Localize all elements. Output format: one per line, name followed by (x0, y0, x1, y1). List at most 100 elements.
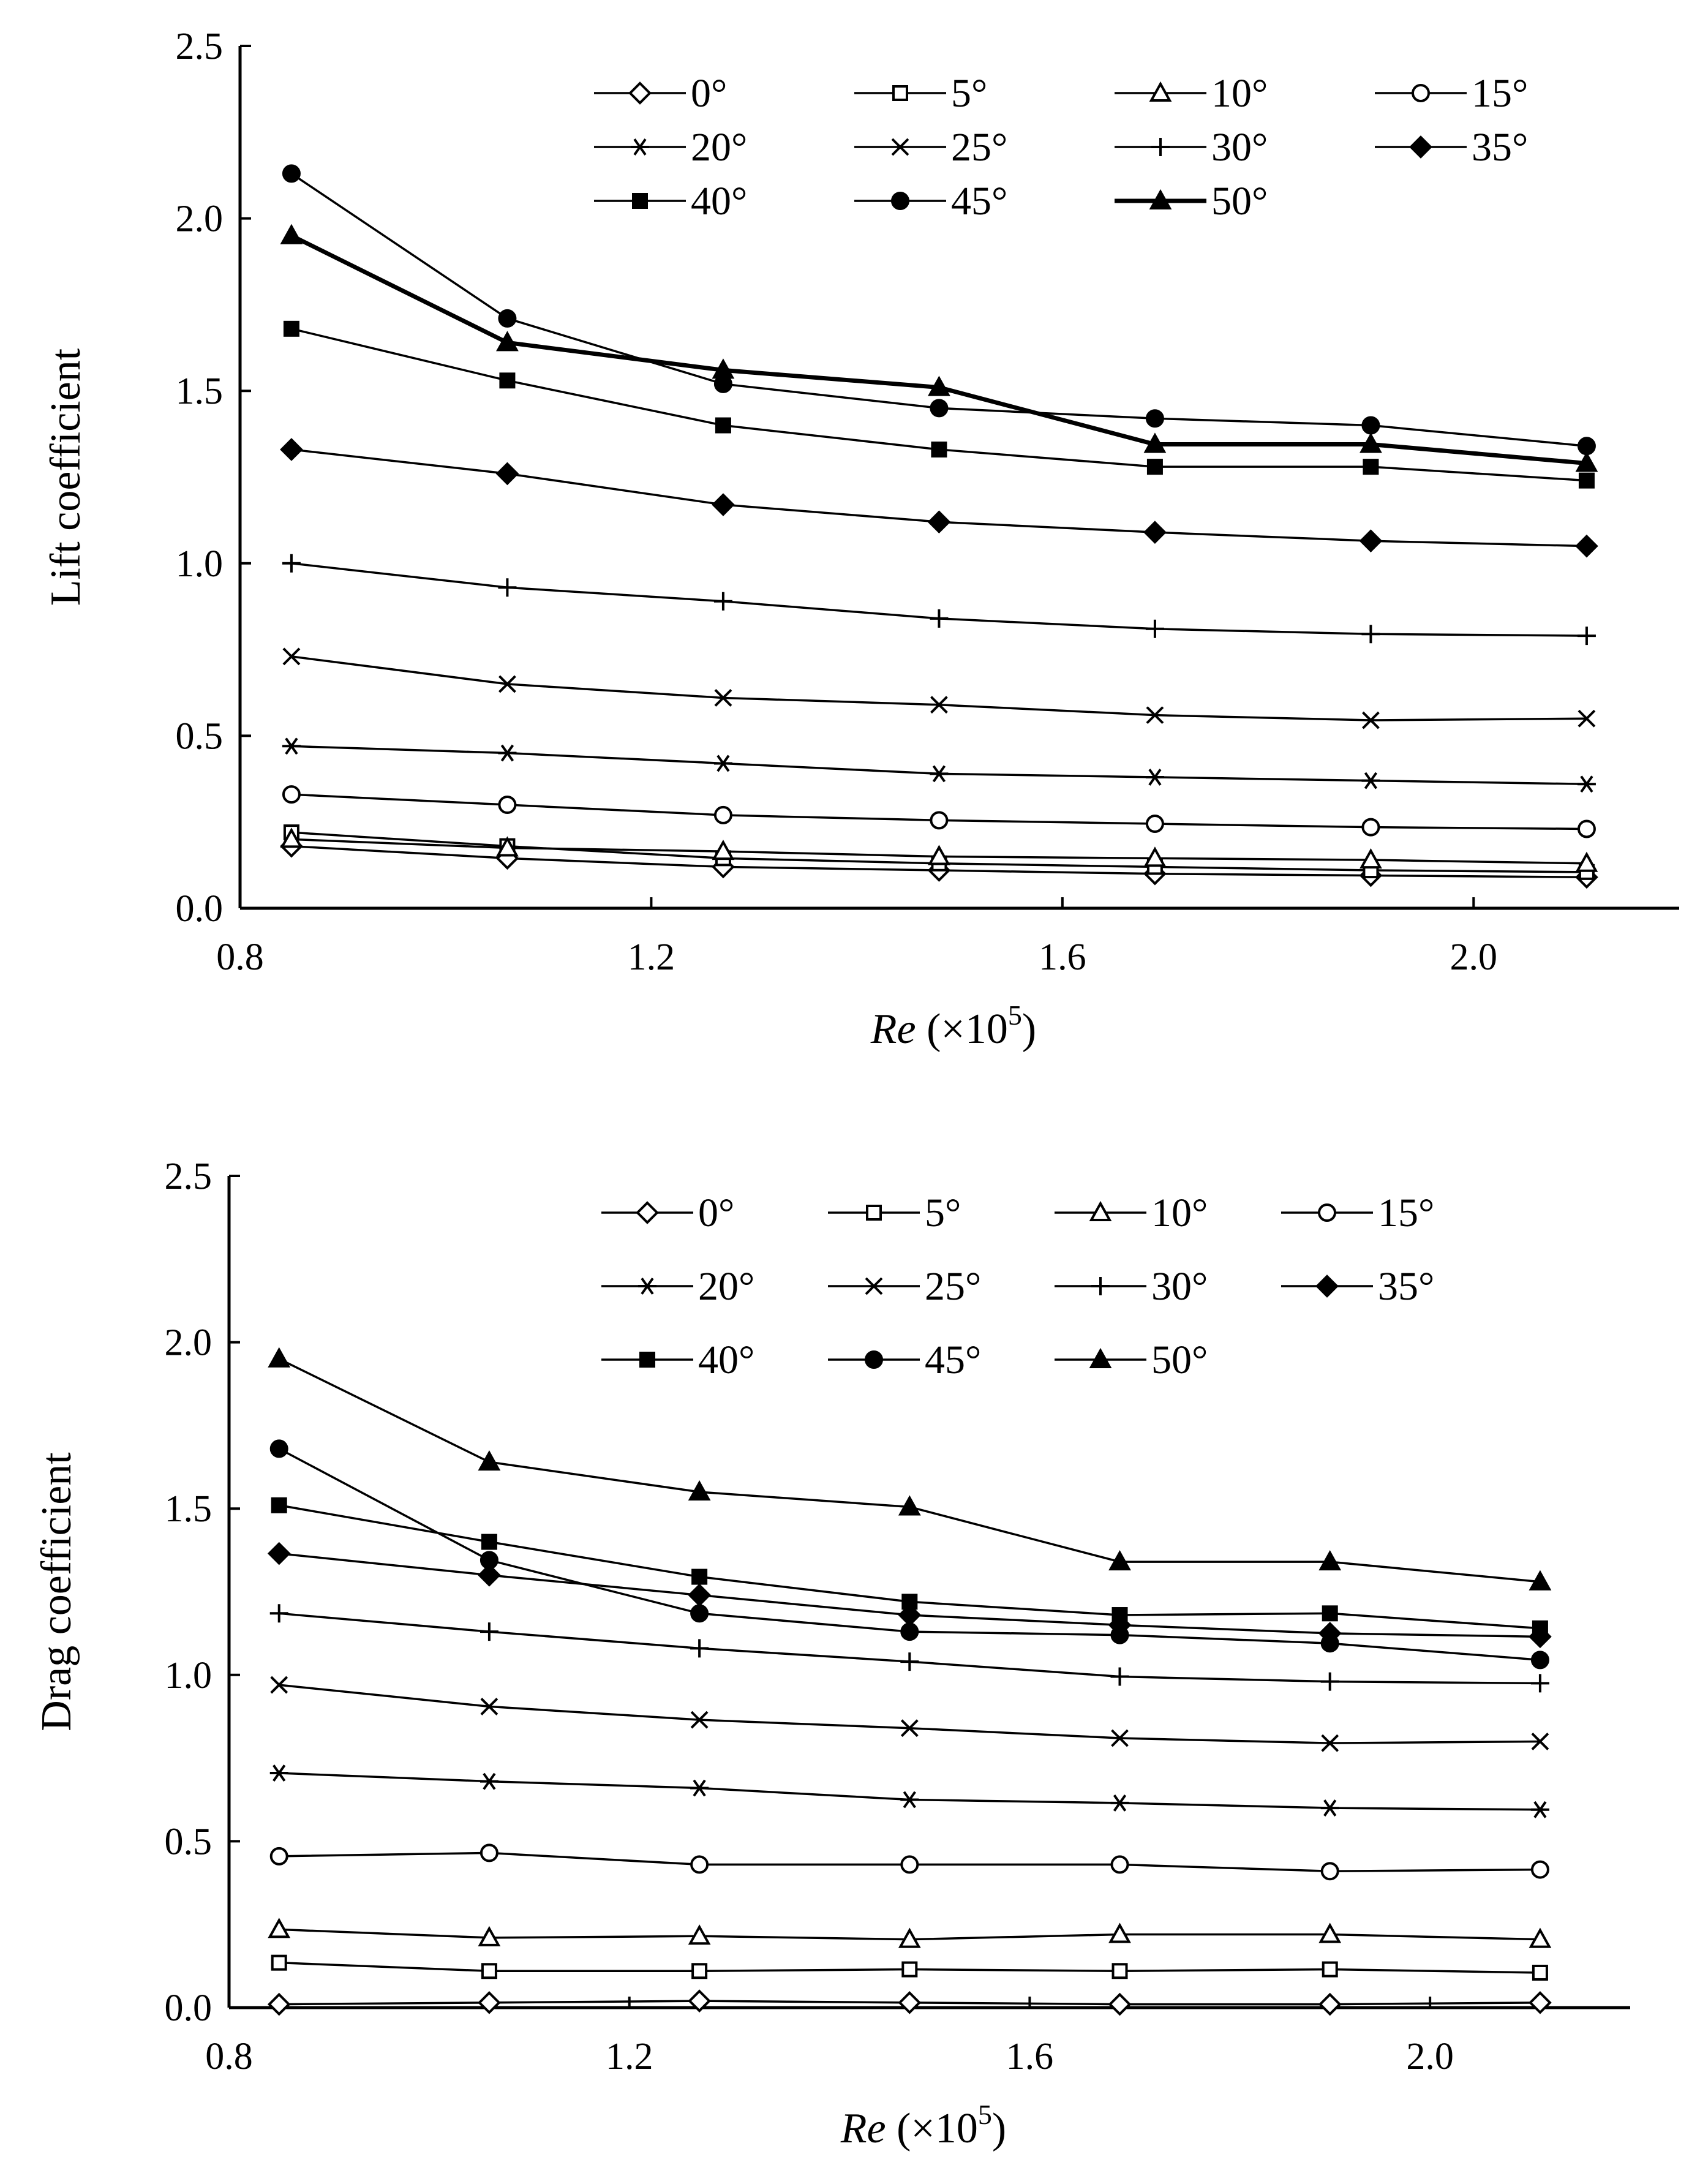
legend-marker (631, 138, 649, 156)
data-point (1530, 1651, 1549, 1670)
data-point (900, 1622, 919, 1641)
legend-label: 25° (925, 1264, 981, 1309)
data-point (900, 1791, 919, 1809)
lift-chart: 0.0 0.5 1.0 1.5 2.0 2.5 0.8 1.2 1.6 2.0 Lift coeff… (42, 26, 1679, 1053)
data-point (478, 1564, 501, 1587)
data-point (282, 554, 301, 573)
series-5deg (271, 1954, 1548, 1981)
data-point (713, 805, 732, 824)
x-axis-label-unit: (×10 (916, 1006, 1008, 1053)
data-point (1318, 1922, 1342, 1943)
data-point (495, 462, 519, 486)
series-50deg (280, 224, 1598, 472)
data-point (267, 1542, 291, 1565)
series-25deg (282, 647, 1596, 729)
legend-label: 35° (1472, 125, 1528, 170)
legend: 0° 5° 10° 15° 20° 25° 30° 35° 40° 45° 50° (601, 1191, 1434, 1382)
legend-marker (632, 193, 648, 209)
data-point (930, 811, 949, 830)
legend-marker (1151, 138, 1170, 156)
data-point (1145, 409, 1164, 428)
y-tick-label: 2.5 (176, 26, 224, 67)
x-axis-label-re: Re (870, 1006, 916, 1053)
series-35deg (280, 438, 1598, 558)
series-line (291, 655, 1587, 721)
data-point (480, 1843, 498, 1862)
data-point (271, 1954, 287, 1971)
data-point (1146, 706, 1164, 725)
x-tick-label: 0.8 (216, 936, 264, 978)
data-point (480, 1551, 498, 1570)
x-axis-label-close: ) (992, 2105, 1006, 2152)
legend-marker (891, 138, 909, 156)
x-axis-label-re: Re (840, 2105, 886, 2152)
legend-label: 0° (698, 1191, 734, 1235)
series-45deg (282, 164, 1596, 456)
legend-label: 40° (691, 179, 747, 224)
data-point (690, 1639, 709, 1658)
data-point (1529, 1927, 1552, 1948)
data-point (498, 675, 516, 693)
y-tick-label: 0.5 (176, 715, 224, 757)
data-point (1143, 846, 1167, 867)
legend-marker (892, 85, 908, 101)
legend-label: 10° (1151, 1191, 1208, 1235)
series-45deg (269, 1439, 1549, 1670)
data-point (1145, 619, 1164, 638)
y-tick-label: 1.5 (165, 1488, 212, 1530)
legend-marker (639, 1352, 655, 1368)
data-point (1318, 1992, 1342, 2016)
legend-marker (1412, 84, 1430, 102)
drag-chart: 0.0 0.5 1.0 1.5 2.0 2.5 0.8 1.2 1.6 2.0 Drag coeff… (33, 1156, 1630, 2152)
data-point (282, 737, 301, 755)
legend-label: 5° (925, 1191, 961, 1235)
series-line (290, 233, 1587, 465)
y-tick-label: 2.0 (176, 198, 224, 240)
data-point (688, 1989, 711, 2013)
legend-label: 25° (951, 125, 1007, 170)
data-point (691, 1963, 708, 1979)
x-tick-label: 0.8 (205, 2036, 253, 2077)
data-point (901, 1961, 918, 1978)
data-point (1322, 1605, 1338, 1622)
y-tick-label: 0.0 (176, 888, 224, 930)
data-point (1321, 1734, 1339, 1752)
series-50deg (268, 1347, 1552, 1591)
legend-label: 30° (1151, 1264, 1208, 1309)
data-point (478, 1926, 501, 1946)
data-point (1531, 1733, 1549, 1750)
legend-label: 0° (691, 71, 727, 116)
data-point (930, 399, 949, 418)
data-point (269, 1439, 288, 1458)
data-point (1146, 459, 1163, 475)
series-10deg (280, 827, 1598, 872)
y-tick-label: 0.5 (165, 1821, 212, 1862)
data-point (1577, 775, 1596, 793)
data-point (713, 592, 732, 611)
data-point (271, 1497, 287, 1513)
legend-marker (636, 1201, 659, 1224)
data-point (496, 836, 519, 857)
data-point (1318, 1550, 1342, 1571)
legend-marker (1409, 135, 1432, 159)
legend-marker (891, 192, 909, 210)
legend-label: 10° (1211, 71, 1268, 116)
data-point (1108, 1922, 1131, 1943)
data-point (688, 1924, 711, 1945)
legend-marker (1149, 189, 1172, 209)
data-point (1575, 851, 1598, 872)
data-point (481, 1534, 497, 1550)
data-point (1577, 819, 1596, 838)
data-point (1110, 1855, 1129, 1874)
data-point (1145, 769, 1164, 786)
data-point (280, 438, 303, 461)
data-point (270, 1676, 288, 1694)
data-point (1111, 1607, 1128, 1624)
data-point (928, 845, 950, 865)
x-axis-label: Re (×105) (870, 1000, 1036, 1053)
x-tick-label: 1.2 (606, 2036, 653, 2077)
data-point (1360, 848, 1382, 869)
data-point (1320, 1862, 1339, 1881)
x-tick-label: 1.6 (1006, 2036, 1054, 2077)
